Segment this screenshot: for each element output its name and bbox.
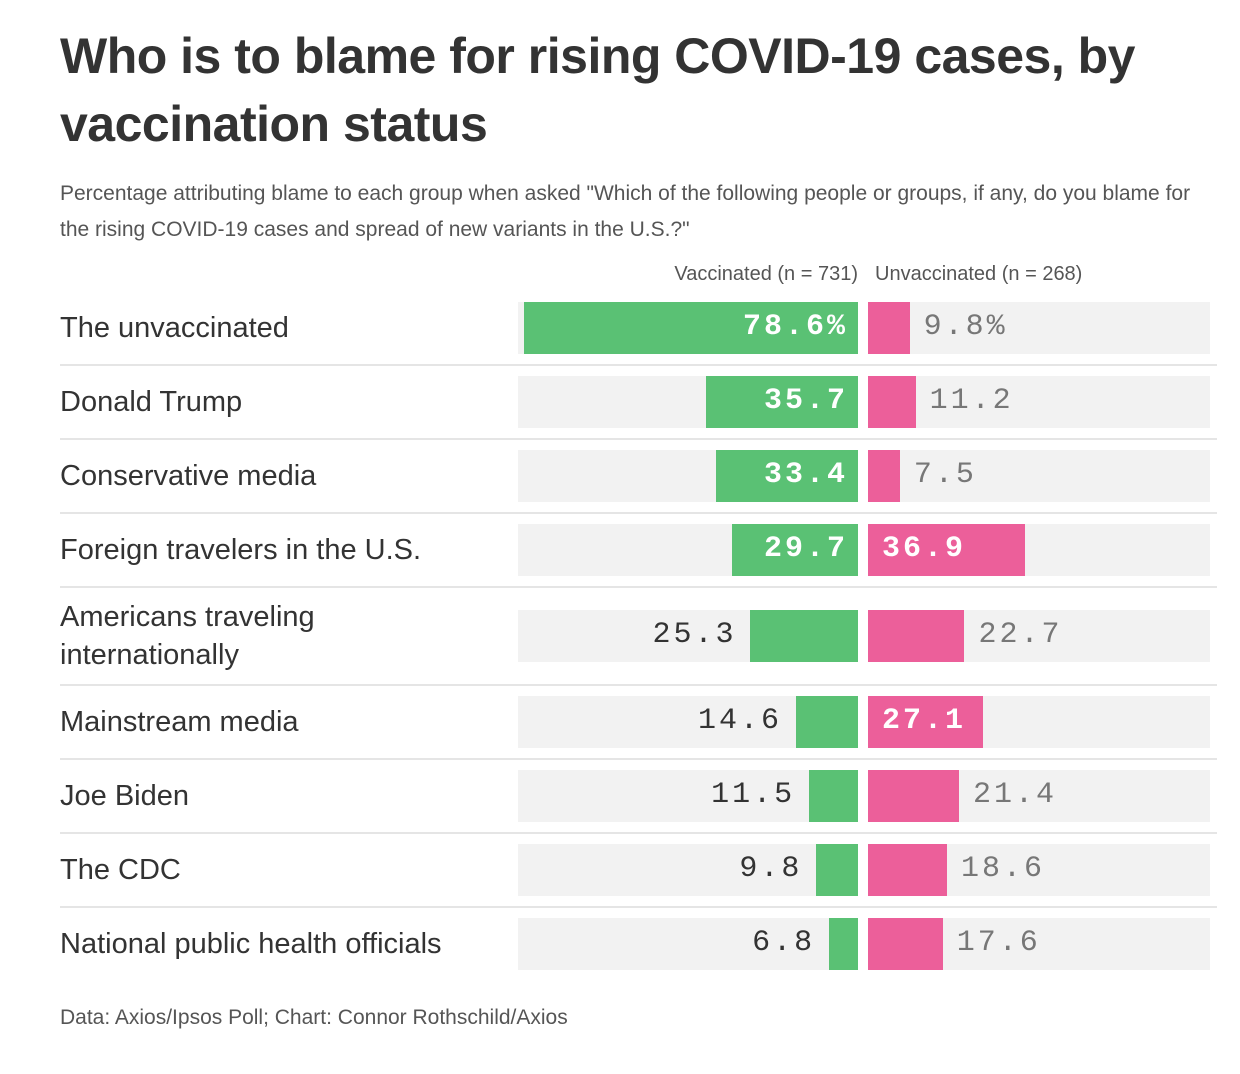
chart-subtitle: Percentage attributing blame to each gro…	[60, 182, 1191, 241]
vaccinated-bar	[809, 770, 858, 822]
unvaccinated-bar	[868, 610, 965, 662]
category-label: Americans traveling internationally	[60, 601, 315, 671]
unvaccinated-value-label: 17.6	[956, 926, 1041, 960]
vaccinated-bar	[523, 302, 858, 354]
unvaccinated-bar	[868, 450, 900, 502]
unvaccinated-track	[868, 450, 1210, 502]
unvaccinated-value-label: 7.5	[913, 458, 977, 492]
vaccinated-value-label: 78.6%	[742, 310, 848, 344]
chart-source: Data: Axios/Ipsos Poll; Chart: Connor Ro…	[60, 1006, 568, 1029]
category-label: Mainstream media	[60, 706, 299, 738]
vaccinated-track	[518, 918, 858, 970]
vaccinated-bar	[731, 524, 858, 576]
unvaccinated-value-label: 21.4	[972, 778, 1057, 812]
vaccinated-bar	[829, 918, 858, 970]
unvaccinated-value-label: 18.6	[961, 852, 1046, 886]
chart-title: Who is to blame for rising COVID-19 case…	[60, 28, 1136, 152]
unvaccinated-track	[868, 302, 1210, 354]
category-label: National public health officials	[60, 928, 442, 960]
row-divider	[60, 832, 1217, 834]
unvaccinated-bar	[868, 696, 984, 748]
unvaccinated-track	[868, 376, 1210, 428]
vaccinated-track	[518, 844, 858, 896]
vaccinated-bar	[706, 376, 858, 428]
vaccinated-value-label: 35.7	[763, 384, 848, 418]
unvaccinated-bar	[868, 770, 959, 822]
row-divider	[60, 684, 1217, 686]
row-divider	[60, 906, 1217, 908]
vaccinated-value-label: 6.8	[752, 926, 816, 960]
vaccinated-value-label: 9.8	[739, 852, 803, 886]
category-label: Foreign travelers in the U.S.	[60, 534, 422, 566]
row-divider	[60, 438, 1217, 440]
row-divider	[60, 364, 1217, 366]
row-divider	[60, 512, 1217, 514]
vaccinated-value-label: 14.6	[697, 704, 782, 738]
category-label: Donald Trump	[60, 386, 243, 418]
category-label: Conservative media	[60, 460, 317, 492]
vaccinated-value-label: 11.5	[711, 778, 796, 812]
category-label: The unvaccinated	[60, 312, 289, 344]
vaccinated-bar	[716, 450, 858, 502]
row-divider	[60, 758, 1217, 760]
vaccinated-value-label: 25.3	[652, 618, 737, 652]
unvaccinated-bar	[868, 918, 943, 970]
category-label: The CDC	[60, 854, 181, 886]
unvaccinated-bar	[868, 376, 916, 428]
vaccinated-value-label: 33.4	[763, 458, 848, 492]
legend-unvaccinated: Unvaccinated (n = 268)	[875, 263, 1083, 285]
unvaccinated-bar	[868, 302, 910, 354]
category-label: Joe Biden	[60, 780, 189, 812]
unvaccinated-bar	[868, 844, 948, 896]
row-divider	[60, 586, 1217, 588]
unvaccinated-value-label: 9.8%	[923, 310, 1008, 344]
unvaccinated-value-label: 36.9	[882, 532, 967, 566]
vaccinated-bar	[750, 610, 858, 662]
vaccinated-value-label: 29.7	[763, 532, 848, 566]
unvaccinated-value-label: 11.2	[929, 384, 1014, 418]
unvaccinated-value-label: 22.7	[978, 618, 1063, 652]
vaccinated-bar	[816, 844, 858, 896]
unvaccinated-value-label: 27.1	[882, 704, 967, 738]
vaccinated-track	[518, 770, 858, 822]
legend-vaccinated: Vaccinated (n = 731)	[674, 263, 858, 285]
vaccinated-bar	[795, 696, 858, 748]
unvaccinated-bar	[868, 524, 1025, 576]
